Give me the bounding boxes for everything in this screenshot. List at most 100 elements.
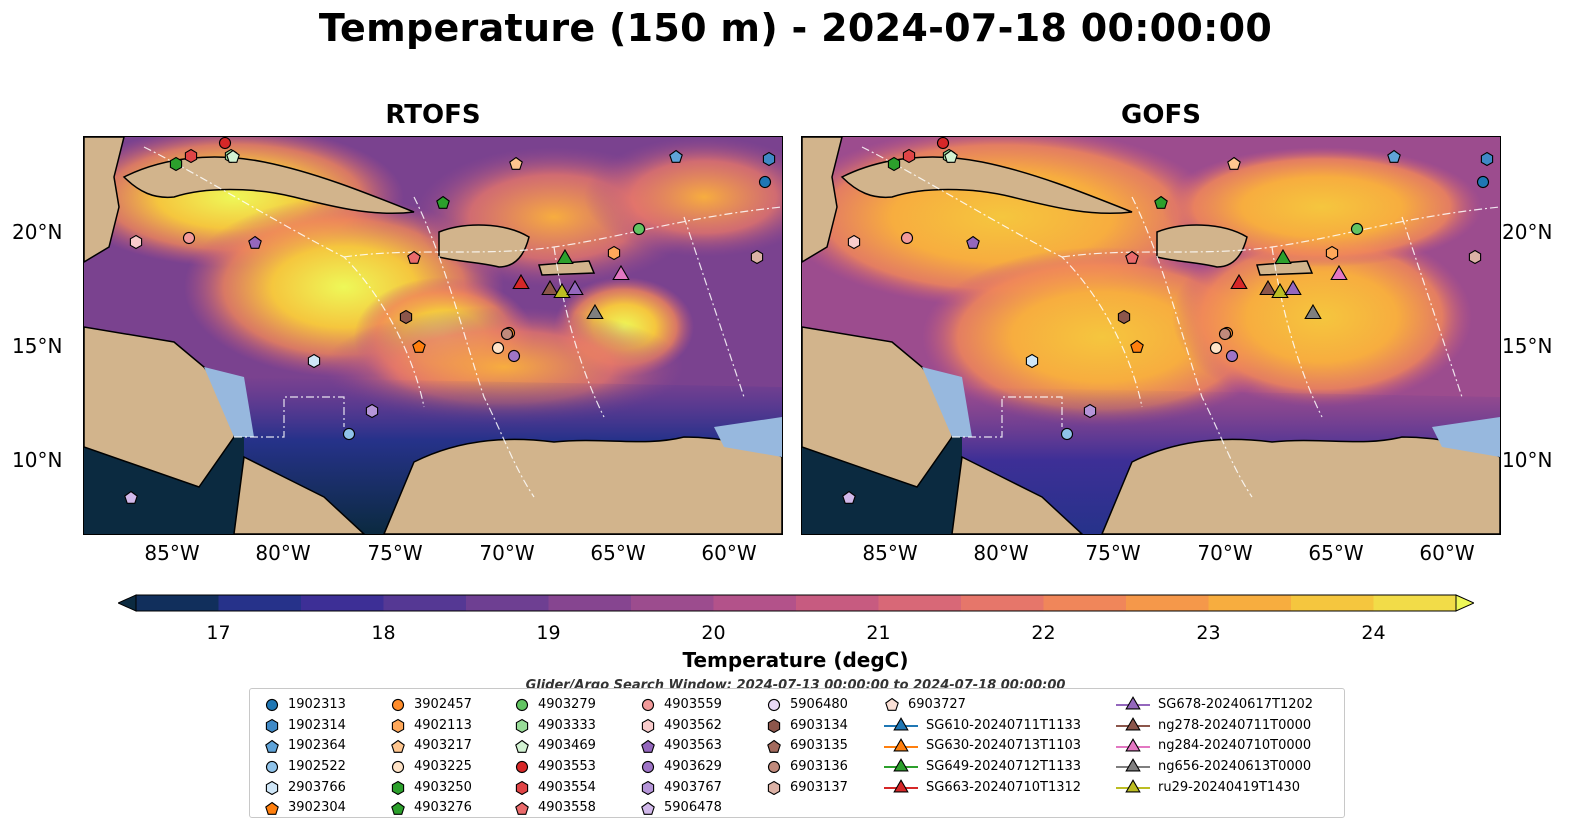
legend-item-label: 5906480	[790, 696, 848, 712]
triangle-marker-icon	[884, 737, 918, 752]
legend-item: 5906480	[766, 694, 848, 715]
argo-float-marker	[412, 339, 426, 353]
colorbar-segment	[631, 595, 714, 611]
argo-float-marker	[248, 235, 262, 249]
legend-item-label: ng278-20240711T0000	[1158, 717, 1312, 733]
colorbar	[116, 594, 1476, 612]
argo-float-marker	[1350, 222, 1364, 236]
legend-item: 4903563	[640, 735, 722, 756]
argo-float-marker	[169, 156, 183, 172]
legend-item-label: SG649-20240712T1133	[926, 758, 1082, 774]
lat-tick-label: 20°N	[12, 220, 63, 244]
circle-marker-icon	[767, 699, 781, 712]
legend-item-label: 1902313	[288, 696, 346, 712]
argo-float-marker	[1060, 427, 1074, 441]
colorbar-tick-label: 21	[866, 622, 891, 644]
argo-float-marker	[436, 195, 450, 209]
argo-float-marker	[966, 235, 980, 249]
legend-item-label: 4903276	[414, 800, 472, 816]
argo-float-marker	[124, 490, 138, 504]
legend-item: 4903559	[640, 694, 722, 715]
colorbar-tick-label: 18	[371, 622, 396, 644]
hexagon-marker-icon	[641, 718, 655, 734]
argo-float-marker	[750, 249, 764, 265]
legend-item-label: 4903469	[538, 738, 596, 754]
argo-float-marker	[399, 309, 413, 325]
map-panel-rtofs[interactable]	[83, 136, 783, 535]
map-panel-gofs[interactable]	[801, 136, 1501, 535]
triangle-marker-icon	[1116, 779, 1150, 793]
pentagon-marker-icon	[515, 739, 529, 753]
legend-item: 6903136	[766, 756, 848, 777]
legend-item-label: 4903225	[414, 758, 472, 774]
legend-item: 4903469	[514, 735, 596, 756]
legend-item: 4903554	[514, 777, 596, 798]
lon-tick-label: 85°W	[144, 541, 200, 565]
pentagon-marker-icon	[391, 739, 405, 753]
argo-float-marker	[407, 250, 421, 264]
legend-item: 1902313	[264, 694, 346, 715]
argo-float-marker	[1083, 403, 1097, 419]
colorbar-border	[135, 594, 1457, 612]
argo-float-marker	[847, 234, 861, 250]
circle-marker-icon	[641, 699, 655, 712]
legend-column: 4903279 4903333 4903469 4903553 4903554 49035…	[514, 694, 596, 818]
glider-marker	[566, 279, 584, 296]
glider-marker	[553, 282, 571, 299]
legend-item-label: SG610-20240711T1133	[926, 717, 1082, 733]
argo-float-marker	[900, 231, 914, 245]
legend-item-label: 1902364	[288, 738, 346, 754]
argo-float-marker	[182, 231, 196, 245]
argo-float-marker	[1325, 245, 1339, 261]
hexagon-marker-icon	[767, 718, 781, 734]
circle-marker-icon	[265, 699, 279, 712]
lon-tick-label: 60°W	[1419, 541, 1475, 565]
argo-float-marker	[758, 175, 772, 189]
legend-item-label: 5906478	[664, 800, 722, 816]
legend-item: SG610-20240711T1133	[884, 715, 1081, 736]
circle-marker-icon	[515, 761, 529, 774]
legend-item: 4903250	[390, 777, 472, 798]
map-rtofs-markers	[124, 137, 776, 504]
hexagon-marker-icon	[767, 780, 781, 796]
argo-float-marker	[491, 341, 505, 355]
legend-item-label: 4903629	[664, 758, 722, 774]
legend-item: 4903558	[514, 797, 596, 818]
argo-float-marker	[762, 151, 776, 167]
glider-marker	[1259, 279, 1277, 296]
glider-marker	[1330, 264, 1348, 281]
legend-item: 6903727	[884, 694, 1081, 715]
lon-tick-label: 75°W	[1085, 541, 1141, 565]
colorbar-tick-label: 19	[536, 622, 561, 644]
legend-item-label: 4903217	[414, 738, 472, 754]
circle-marker-icon	[515, 699, 529, 712]
glider-marker	[1271, 282, 1289, 299]
argo-float-marker	[1117, 309, 1131, 325]
legend-item-label: ng284-20240710T0000	[1158, 738, 1312, 754]
colorbar-segment	[1043, 595, 1127, 611]
legend-item-label: SG663-20240710T1312	[926, 779, 1082, 795]
argo-float-marker	[1480, 151, 1494, 167]
lat-tick-label: 15°N	[12, 334, 63, 358]
legend-item-label: 4903553	[538, 758, 596, 774]
glider-marker	[556, 248, 574, 265]
lat-tick-label: 20°N	[1502, 220, 1553, 244]
legend-item: 4903553	[514, 756, 596, 777]
triangle-marker-icon	[1116, 717, 1150, 731]
legend-item-label: 1902314	[288, 717, 346, 733]
legend-item: 1902314	[264, 715, 346, 736]
legend-item-label: 4903767	[664, 779, 722, 795]
lon-tick-label: 80°W	[973, 541, 1029, 565]
legend-item: 1902522	[264, 756, 346, 777]
hexagon-marker-icon	[515, 718, 529, 734]
argo-float-marker	[1025, 353, 1039, 369]
legend-item-label: SG630-20240713T1103	[926, 738, 1082, 754]
circle-marker-icon	[391, 699, 405, 712]
hexagon-marker-icon	[641, 780, 655, 796]
colorbar-tick-label: 22	[1031, 622, 1056, 644]
legend-item: 4903562	[640, 715, 722, 736]
legend-column: 5906480 6903134 6903135 6903136 6903137	[766, 694, 848, 797]
lon-tick-label: 60°W	[701, 541, 757, 565]
lon-tick-label: 70°W	[1197, 541, 1253, 565]
legend-item-label: 6903134	[790, 717, 848, 733]
